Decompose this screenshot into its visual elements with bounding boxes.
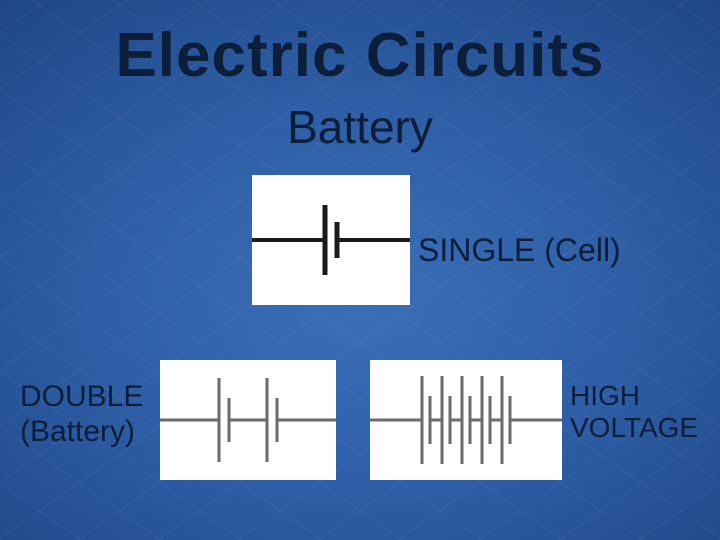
battery-double-cell-icon [160,360,336,480]
slide-title: Electric Circuits [0,20,720,91]
label-highv-line1: HIGH [570,380,640,411]
symbol-high-voltage [370,360,562,480]
label-highv-line2: VOLTAGE [570,412,698,443]
symbol-single-cell [252,175,410,305]
label-double-line1: DOUBLE [20,380,143,413]
symbol-double-battery [160,360,336,480]
battery-single-cell-icon [252,175,410,305]
label-double-battery: DOUBLE (Battery) [20,380,143,449]
battery-multi-cell-icon [370,360,562,480]
label-double-line2: (Battery) [20,415,135,448]
slide-subtitle: Battery [0,100,720,154]
label-high-voltage: HIGH VOLTAGE [570,380,698,444]
label-single-cell: SINGLE (Cell) [418,232,621,269]
